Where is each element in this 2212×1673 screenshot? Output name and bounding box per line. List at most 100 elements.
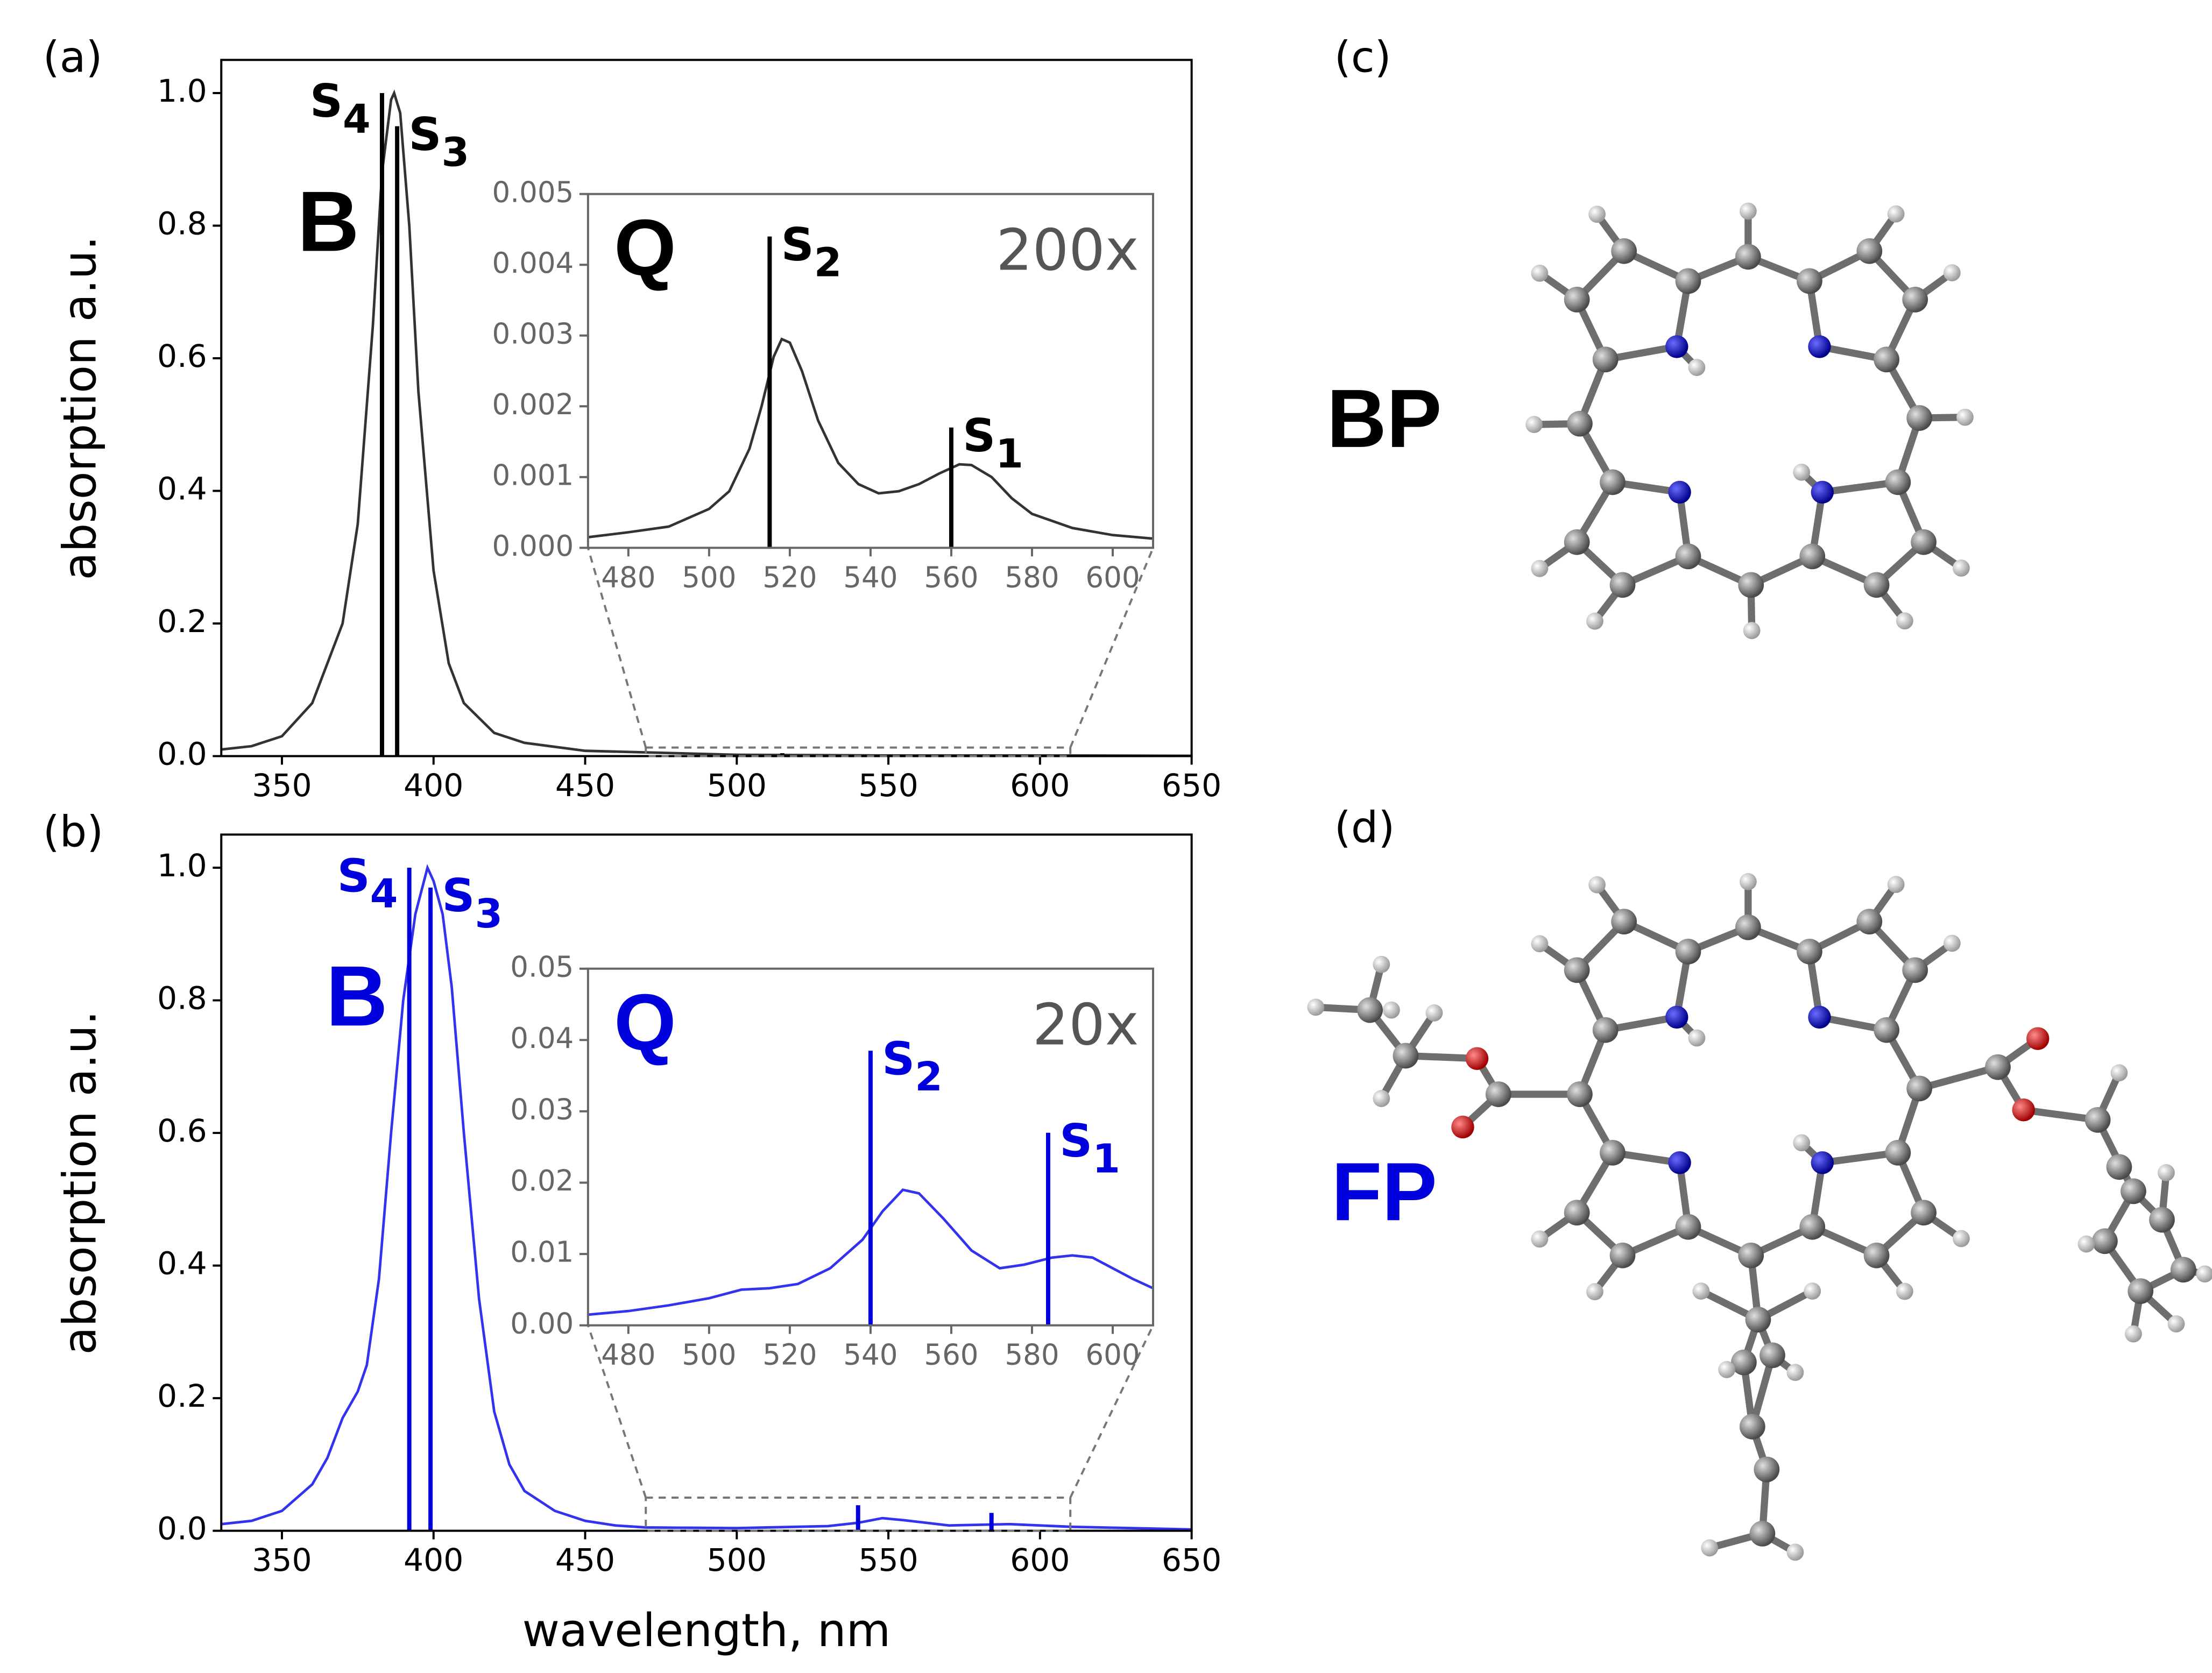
atom [1943, 264, 1961, 281]
y-tick-label: 0.02 [510, 1164, 574, 1197]
x-tick-label: 560 [924, 1338, 978, 1372]
x-tick-label: 400 [404, 767, 463, 804]
stick-label: S1 [963, 409, 1023, 477]
atom [2125, 1325, 2142, 1343]
axes-frame [586, 967, 1155, 1327]
atom [1393, 1043, 1419, 1069]
stick-label-sub: 4 [343, 96, 371, 143]
stick-label-letter: S [963, 409, 995, 463]
x-tick-label: 500 [707, 767, 767, 804]
atom [1609, 1242, 1636, 1268]
stick-label: S3 [408, 108, 469, 175]
atom [1896, 612, 1913, 630]
atom [2121, 1178, 2146, 1204]
atom [1382, 1001, 1400, 1019]
x-tick-label: 400 [404, 1542, 463, 1578]
atom [1863, 572, 1890, 598]
atom [1906, 1075, 1933, 1102]
x-tick-label: 350 [252, 1542, 312, 1578]
atom [2106, 1154, 2132, 1180]
atom [2092, 1228, 2118, 1254]
y-tick-label: 1.0 [157, 73, 207, 109]
atom [1754, 1456, 1780, 1483]
spectrum-line [588, 1188, 1154, 1316]
x-tick-label: 350 [252, 767, 312, 804]
x-tick-label: 550 [858, 767, 918, 804]
atom [1808, 335, 1831, 358]
x-tick-label: 600 [1010, 1542, 1070, 1578]
atom [1465, 1047, 1489, 1070]
atom [1357, 997, 1383, 1023]
stick-label-letter: S [1059, 1115, 1092, 1168]
atom [1885, 469, 1911, 495]
atom [2170, 1257, 2196, 1283]
atom [1665, 335, 1688, 358]
y-tick-label: 0.2 [157, 603, 207, 640]
atom [1485, 1081, 1511, 1107]
atom [1956, 408, 1974, 426]
band-label: B [298, 173, 359, 269]
axes-frame [220, 833, 1193, 1532]
y-tick-label: 0.8 [157, 205, 207, 242]
atom [1887, 876, 1905, 894]
atom [1745, 1307, 1771, 1332]
atom [1531, 1230, 1549, 1248]
atom [1738, 572, 1764, 598]
x-tick-label: 600 [1085, 561, 1140, 594]
x-tick-label: 600 [1010, 767, 1070, 804]
atom [1307, 998, 1325, 1016]
axes-frame [586, 193, 1155, 549]
spectrum-line [221, 863, 1192, 1531]
atom [1804, 1282, 1821, 1300]
atom [2128, 1278, 2154, 1304]
zoom-connector [586, 1325, 647, 1498]
atom [1564, 957, 1590, 983]
stick-label: S2 [882, 1033, 943, 1100]
atom [1799, 543, 1826, 570]
atom [2149, 1207, 2175, 1233]
atom [1609, 572, 1636, 598]
atom [1874, 1017, 1900, 1043]
atom [1786, 1364, 1804, 1381]
atom [1531, 559, 1549, 577]
stick-label-sub: 2 [915, 1053, 943, 1100]
x-tick-label: 600 [1085, 1338, 1140, 1372]
atom [1943, 934, 1961, 952]
stick-label-sub: 3 [441, 129, 469, 175]
atom [2084, 1107, 2111, 1133]
atom [1668, 480, 1691, 504]
atom [2167, 1315, 2185, 1332]
zoom-connector [1069, 1324, 1154, 1498]
atom [1586, 1283, 1603, 1301]
stick-label-letter: S [882, 1033, 915, 1086]
y-tick-label: 0.6 [157, 338, 207, 374]
y-axis-label: absorption a.u. [53, 236, 107, 580]
atom [1863, 1242, 1890, 1268]
y-tick-label: 0.002 [492, 388, 574, 421]
atom [1592, 346, 1619, 373]
x-tick-label: 520 [762, 561, 817, 594]
atom [1759, 1342, 1785, 1369]
stick-label-letter: S [408, 108, 441, 161]
stick-label-sub: 2 [814, 239, 842, 286]
atom [2077, 1235, 2095, 1253]
y-tick-label: 0.04 [510, 1022, 574, 1055]
atom [1952, 559, 1970, 577]
atom [1735, 914, 1761, 940]
atom [2026, 1027, 2050, 1050]
stick-label: S3 [442, 870, 503, 937]
atom [1688, 1029, 1706, 1047]
y-tick-label: 0.4 [157, 1245, 207, 1282]
y-tick-label: 0.6 [157, 1112, 207, 1149]
atom [1952, 1230, 1970, 1247]
atom [1668, 1151, 1691, 1174]
x-tick-label: 550 [858, 1542, 918, 1578]
x-tick-label: 500 [682, 1338, 736, 1372]
atom [1692, 1282, 1710, 1300]
atom [1799, 1214, 1826, 1240]
spectrum-line [588, 337, 1154, 540]
atom [1735, 244, 1761, 270]
atom [1811, 480, 1834, 504]
atom [1738, 1242, 1764, 1268]
atom [1688, 359, 1706, 376]
